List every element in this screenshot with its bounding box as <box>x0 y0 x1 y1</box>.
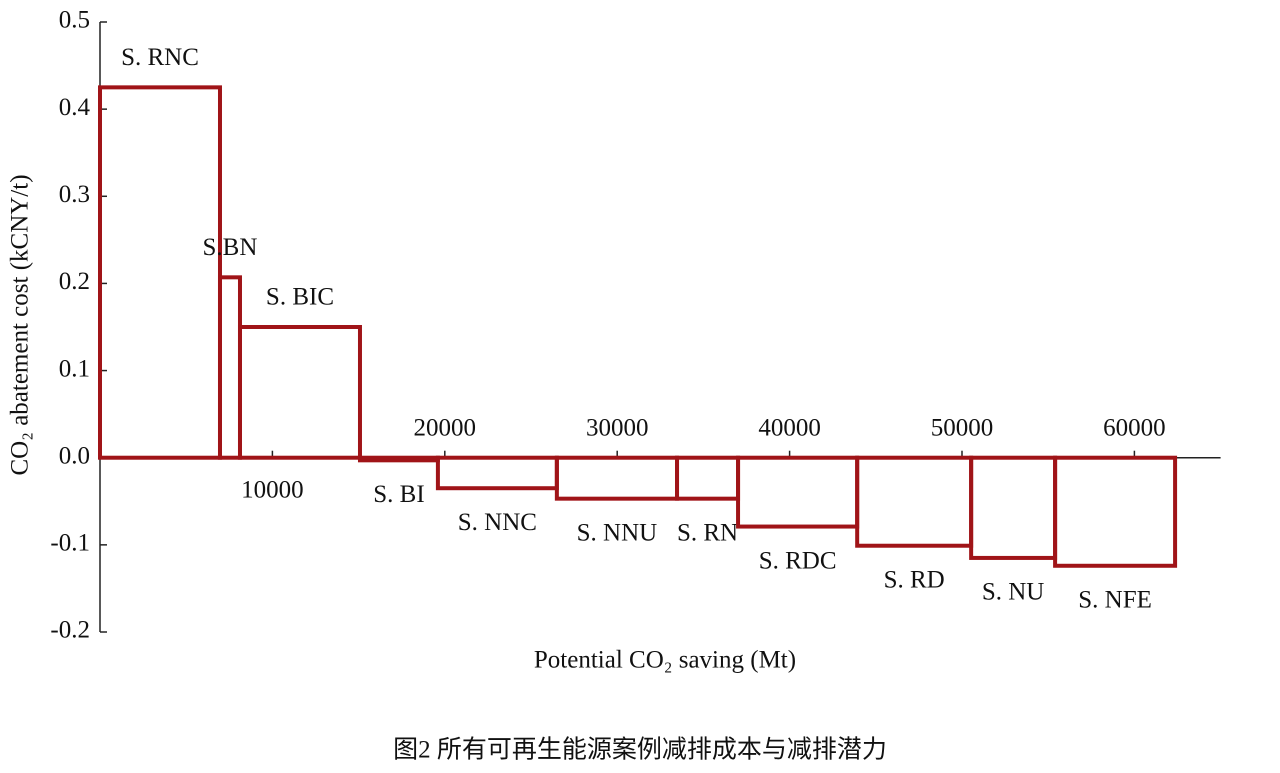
y-tick-label: 0.0 <box>59 442 90 469</box>
step-bar <box>237 325 362 460</box>
step-bar <box>435 455 559 491</box>
step-label: S. NNU <box>577 519 658 546</box>
y-tick-label: -0.2 <box>50 617 90 644</box>
step-label: S. BIC <box>266 284 334 311</box>
x-tick-label: 50000 <box>931 414 994 441</box>
step-bar <box>357 455 440 463</box>
step-label: S. NFE <box>1078 587 1152 614</box>
y-tick-label: 0.2 <box>59 268 90 295</box>
y-tick-label: 0.3 <box>59 181 90 208</box>
step-label: S. RD <box>884 566 945 593</box>
step-label: S.BN <box>203 234 258 261</box>
x-tick-label: 10000 <box>241 476 304 503</box>
step-bar <box>855 455 974 548</box>
caption: 图2 所有可再生能源案例减排成本与减排潜力 <box>393 736 887 764</box>
y-tick-label: 0.4 <box>59 94 91 121</box>
step-label: S. RDC <box>759 547 837 574</box>
step-label: S. RN <box>677 519 738 546</box>
x-axis-label: Potential CO₂ saving (Mt) <box>534 647 796 674</box>
step-bar <box>1053 455 1178 568</box>
x-tick-label: 40000 <box>758 414 821 441</box>
step-bar <box>675 455 741 501</box>
step-label: S. RNC <box>121 44 199 71</box>
step-bar <box>969 455 1058 560</box>
step-bar <box>736 455 860 529</box>
step-label: S. NU <box>982 579 1045 606</box>
step-bar <box>98 85 222 460</box>
x-tick-label: 20000 <box>414 414 477 441</box>
y-axis-label: CO₂ abatement cost (kCNY/t) <box>7 174 34 475</box>
step-bar <box>554 455 680 501</box>
y-tick-label: 0.1 <box>59 355 90 382</box>
step-bar <box>217 275 242 460</box>
step-label: S. BI <box>373 481 424 508</box>
x-tick-label: 60000 <box>1103 414 1166 441</box>
y-tick-label: -0.1 <box>50 530 90 557</box>
y-tick-label: 0.5 <box>59 7 90 34</box>
step-label: S. NNC <box>458 509 537 536</box>
x-tick-label: 30000 <box>586 414 649 441</box>
